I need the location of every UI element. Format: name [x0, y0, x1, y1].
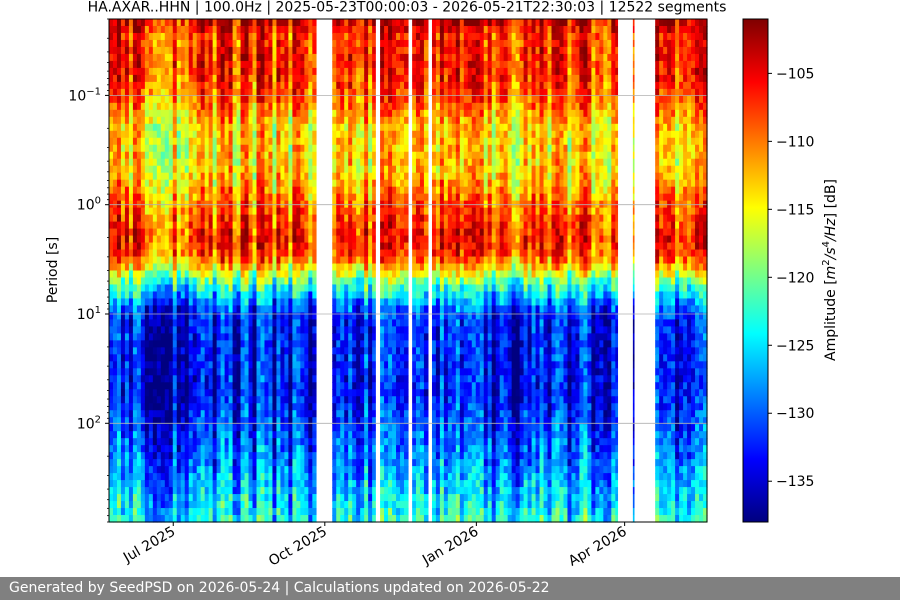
- y-tick-label: 100: [77, 196, 101, 214]
- grid-lines: [109, 94, 707, 424]
- chart-title: HA.AXAR..HHN | 100.0Hz | 2025-05-23T00:0…: [88, 0, 727, 16]
- y-tick-label: 101: [77, 305, 101, 323]
- data-gap: [428, 19, 432, 522]
- y-axis-label: Period [s]: [45, 237, 61, 303]
- data-gap: [316, 19, 332, 522]
- data-gap: [618, 19, 633, 522]
- colorbar-tick-label: −110: [776, 134, 814, 150]
- x-axis: Jul 2025 Oct 2025 Jan 2026 Apr 2026: [120, 522, 630, 570]
- footer-bar: Generated by SeedPSD on 2026-05-24 | Cal…: [0, 577, 900, 600]
- colorbar-tick-label: −120: [776, 270, 814, 286]
- colorbar-tick-label: −135: [776, 474, 814, 490]
- data-gap: [375, 19, 380, 522]
- y-tick-label: 102: [77, 414, 101, 432]
- data-gap: [634, 19, 655, 522]
- data-gaps: [316, 19, 655, 522]
- colorbar-label: Amplitude [m2/s4/Hz] [dB]: [821, 179, 839, 361]
- colorbar: [742, 18, 769, 523]
- psd-spectrogram-figure: HA.AXAR..HHN | 100.0Hz | 2025-05-23T00:0…: [45, 0, 839, 570]
- y-tick-label: 10−1: [68, 86, 101, 104]
- x-tick-label: Apr 2026: [566, 524, 630, 570]
- colorbar-tick-label: −105: [776, 66, 814, 82]
- colorbar-axis: −105 −110 −115 −120 −125 −130 −135: [768, 66, 814, 490]
- spectrogram-heatmap: [109, 19, 708, 523]
- x-tick-label: Oct 2025: [266, 524, 330, 570]
- footer-text: Generated by SeedPSD on 2026-05-24 | Cal…: [9, 580, 550, 596]
- x-tick-label: Jan 2026: [419, 524, 481, 569]
- data-gap: [408, 19, 413, 522]
- colorbar-tick-label: −115: [776, 202, 814, 218]
- colorbar-tick-label: −130: [776, 406, 814, 422]
- y-axis: 10−1 100 101 102: [68, 18, 109, 523]
- x-tick-label: Jul 2025: [120, 524, 178, 567]
- colorbar-tick-label: −125: [776, 338, 814, 354]
